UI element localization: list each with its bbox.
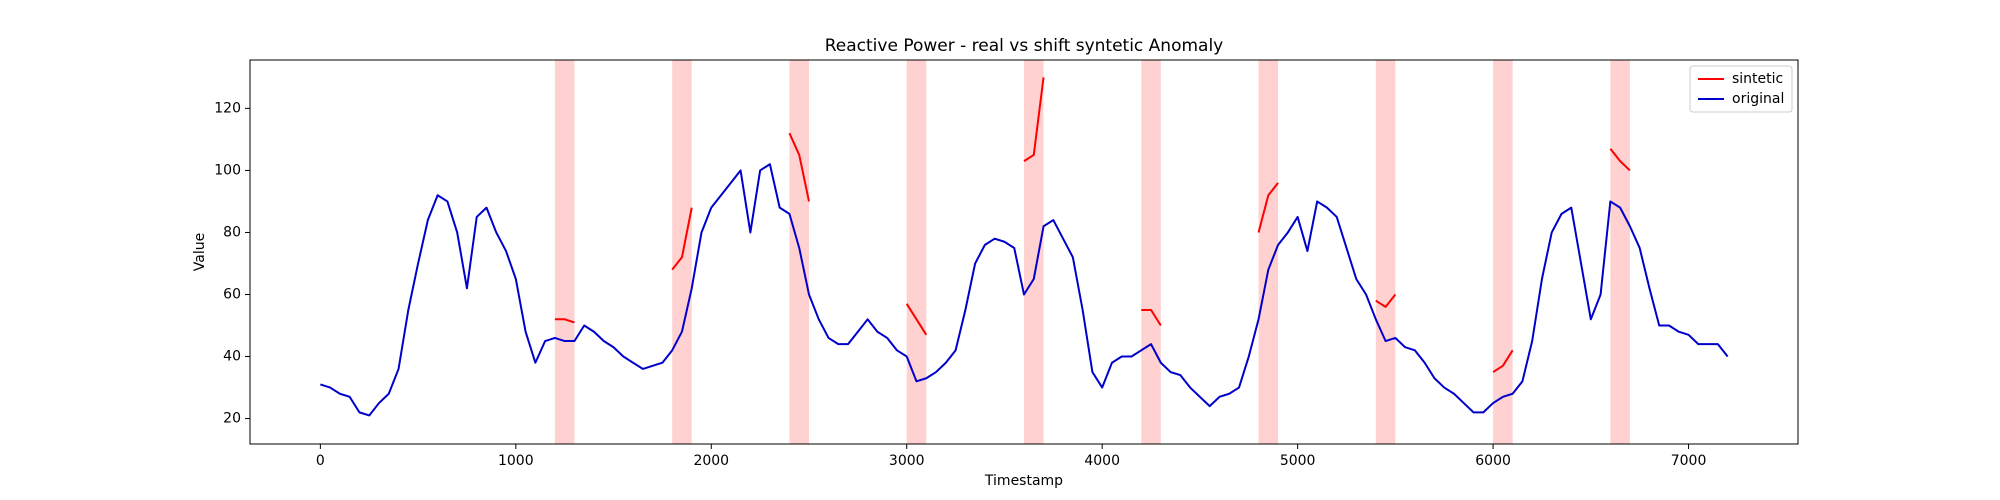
x-axis-label: Timestamp	[984, 473, 1063, 489]
plot-frame	[249, 59, 1799, 445]
x-tick-label: 0	[316, 453, 325, 469]
anomaly-span	[1493, 60, 1513, 444]
series-line	[554, 77, 1631, 373]
x-tick-label: 7000	[1671, 453, 1707, 469]
x-tick-label: 3000	[889, 453, 925, 469]
y-tick-label: 120	[214, 100, 241, 116]
x-tick-label: 2000	[693, 453, 729, 469]
y-tick-label: 100	[214, 162, 241, 178]
x-tick-label: 6000	[1475, 453, 1511, 469]
anomaly-span	[1141, 60, 1161, 444]
legend-box	[1689, 65, 1793, 113]
anomaly-span	[906, 60, 927, 444]
anomaly-span	[1258, 60, 1279, 444]
legend-label: original	[1732, 91, 1784, 107]
y-axis-label: Value	[192, 233, 208, 271]
series-line	[320, 163, 1729, 417]
x-tick-label: 5000	[1280, 453, 1316, 469]
anomaly-span	[1375, 60, 1396, 444]
y-tick-label: 60	[223, 286, 241, 302]
x-tick-label: 1000	[498, 453, 534, 469]
anomaly-span	[554, 60, 575, 444]
anomaly-span	[672, 60, 692, 444]
legend-label: sintetic	[1732, 71, 1783, 87]
anomaly-span	[1024, 60, 1044, 444]
y-tick-label: 20	[223, 411, 241, 427]
y-tick-label: 80	[223, 224, 241, 240]
anomaly-span	[1610, 60, 1630, 444]
x-tick-label: 4000	[1084, 453, 1120, 469]
y-tick-label: 40	[223, 349, 241, 365]
chart-title: Reactive Power - real vs shift syntetic …	[825, 36, 1224, 56]
